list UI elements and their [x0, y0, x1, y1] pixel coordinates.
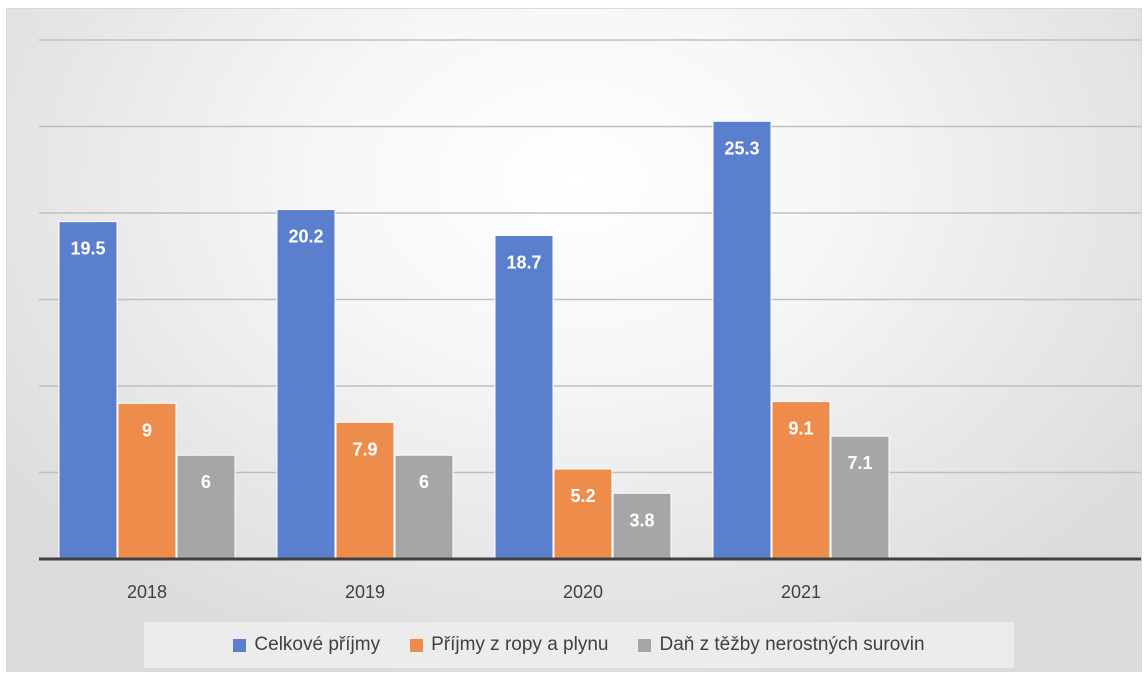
data-label-2019-series-1: 7.9: [352, 439, 377, 459]
data-label-2019-series-0: 20.2: [288, 227, 323, 247]
data-label-2019-series-2: 6: [419, 472, 429, 492]
data-label-2021-series-1: 9.1: [788, 419, 813, 439]
data-label-2021-series-2: 7.1: [847, 453, 872, 473]
bar-2019-series-0: [276, 209, 336, 560]
data-label-2018-series-1: 9: [142, 420, 152, 440]
x-tick-label-2019: 2019: [345, 582, 385, 602]
data-label-2018-series-2: 6: [201, 472, 211, 492]
bar-2020-series-1: [553, 468, 613, 560]
legend: Celkové příjmy Příjmy z ropy a plynu Daň…: [144, 622, 1014, 668]
x-tick-label-2021: 2021: [781, 582, 821, 602]
x-tick-label-2020: 2020: [563, 582, 603, 602]
data-label-2018-series-0: 19.5: [70, 239, 105, 259]
bar-2019-series-2: [394, 454, 454, 560]
legend-label-series-0: Celkové příjmy: [254, 634, 381, 655]
legend-swatch-series-1: [410, 638, 424, 652]
bar-2021-series-0: [712, 120, 772, 560]
bar-2018-series-2: [176, 454, 236, 560]
legend-swatch-series-0: [233, 638, 247, 652]
data-label-2020-series-1: 5.2: [570, 486, 595, 506]
legend-label-series-2: Daň z těžby nerostných surovin: [659, 634, 925, 655]
data-label-2020-series-2: 3.8: [629, 510, 654, 530]
data-label-2020-series-0: 18.7: [506, 252, 541, 272]
bar-2021-series-1: [771, 401, 831, 560]
legend-label-series-1: Příjmy z ropy a plynu: [431, 634, 609, 655]
chart-plot: 19.5 9 6 2018 20.2 7.9 6 2019 18.7 5.2 3.8 2020 25.3…: [39, 39, 1141, 602]
bar-2020-series-2: [612, 492, 672, 560]
legend-item-series-1: Příjmy z ropy a plynu: [410, 634, 608, 656]
bar-2021-series-2: [830, 435, 890, 560]
bar-2018-series-0: [58, 221, 118, 560]
legend-item-series-0: Celkové příjmy: [233, 634, 380, 656]
x-tick-label-2018: 2018: [127, 582, 167, 602]
bar-2020-series-0: [494, 234, 554, 560]
chart-frame: 19.5 9 6 2018 20.2 7.9 6 2019 18.7 5.2 3.8 2020 25.3…: [6, 8, 1142, 672]
data-label-2021-series-0: 25.3: [724, 138, 759, 158]
legend-swatch-series-2: [638, 638, 652, 652]
legend-item-series-2: Daň z těžby nerostných surovin: [638, 634, 925, 656]
bar-2019-series-1: [335, 421, 395, 560]
